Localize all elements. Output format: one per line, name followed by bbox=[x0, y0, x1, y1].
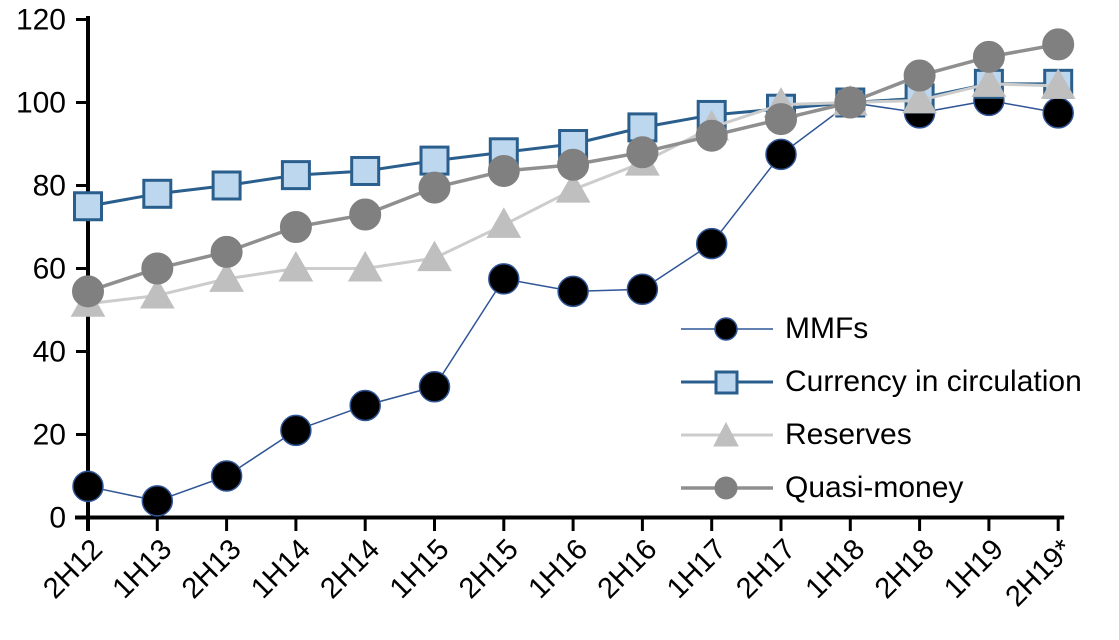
data-point bbox=[347, 250, 383, 282]
data-point bbox=[971, 66, 1007, 97]
x-tick-label: 2H16 bbox=[592, 533, 664, 605]
legend-label-mmfs: MMFs bbox=[785, 311, 869, 345]
x-tick-label: 1H15 bbox=[384, 533, 456, 605]
data-point bbox=[972, 40, 1005, 73]
legend-marker-glyph bbox=[681, 370, 773, 394]
data-point bbox=[557, 275, 589, 308]
data-point bbox=[834, 86, 867, 119]
x-tick-label: 2H15 bbox=[453, 533, 525, 605]
x-tick-label: 1H18 bbox=[800, 533, 872, 605]
x-tick-label: 1H14 bbox=[245, 533, 317, 605]
x-tick-label: 2H12 bbox=[37, 533, 109, 605]
currency-square-marker-icon bbox=[681, 364, 773, 400]
data-point bbox=[73, 191, 103, 222]
quasi-money-circle-marker-icon bbox=[681, 470, 773, 506]
data-point bbox=[902, 82, 937, 114]
legend-item-reserves: Reserves bbox=[681, 408, 1082, 461]
data-point bbox=[417, 240, 452, 272]
data-point bbox=[418, 371, 451, 403]
x-tick-label: 1H13 bbox=[107, 533, 179, 605]
legend-marker-glyph bbox=[681, 476, 773, 499]
legend-label-reserves: Reserves bbox=[785, 417, 912, 451]
data-point bbox=[350, 155, 381, 186]
x-tick-label: 2H17 bbox=[730, 533, 802, 605]
y-tick-label: 100 bbox=[16, 87, 66, 120]
data-point bbox=[695, 119, 728, 152]
data-point bbox=[765, 103, 797, 136]
data-point bbox=[903, 59, 936, 92]
data-point bbox=[626, 136, 659, 169]
data-point bbox=[210, 235, 243, 268]
data-point bbox=[142, 178, 173, 209]
x-tick-label: 1H16 bbox=[522, 533, 594, 605]
y-tick-label: 20 bbox=[33, 419, 66, 452]
data-point bbox=[695, 227, 728, 260]
legend-marker-glyph bbox=[681, 316, 773, 341]
data-point bbox=[72, 275, 104, 308]
y-tick-label: 0 bbox=[49, 502, 66, 535]
data-point bbox=[488, 263, 520, 295]
x-tick-label: 1H19 bbox=[938, 533, 1010, 605]
data-point bbox=[280, 414, 312, 447]
legend-item-currency: Currency in circulation bbox=[681, 355, 1082, 408]
x-tick-label: 2H18 bbox=[869, 533, 941, 605]
data-point bbox=[419, 145, 450, 176]
data-point bbox=[279, 211, 312, 243]
data-point bbox=[209, 261, 244, 292]
data-point bbox=[1040, 68, 1076, 99]
data-point bbox=[555, 172, 591, 203]
data-point bbox=[765, 138, 797, 171]
y-tick-label: 80 bbox=[33, 170, 66, 203]
legend: MMFs Currency in circulation Reserves Qu… bbox=[681, 302, 1082, 514]
data-point bbox=[418, 171, 451, 204]
data-point bbox=[487, 154, 520, 187]
data-point bbox=[278, 250, 314, 282]
data-point bbox=[72, 470, 104, 503]
data-point bbox=[141, 252, 174, 285]
x-tick-label: 1H17 bbox=[661, 533, 733, 605]
legend-label-currency: Currency in circulation bbox=[785, 364, 1082, 398]
data-point bbox=[1042, 97, 1074, 129]
data-point bbox=[349, 198, 382, 231]
data-point bbox=[141, 485, 174, 517]
data-point bbox=[349, 389, 381, 422]
data-point bbox=[557, 148, 590, 181]
data-point bbox=[626, 273, 659, 305]
legend-marker-glyph bbox=[681, 421, 773, 446]
y-tick-label: 60 bbox=[33, 253, 66, 286]
data-point bbox=[486, 207, 522, 238]
legend-label-quasi-money: Quasi-money bbox=[785, 470, 964, 504]
data-point bbox=[210, 460, 243, 492]
y-tick-label: 40 bbox=[33, 336, 66, 369]
data-point bbox=[280, 160, 311, 191]
x-tick-label: 2H19* bbox=[1000, 533, 1080, 613]
data-point bbox=[211, 170, 242, 201]
legend-item-mmfs: MMFs bbox=[681, 302, 1082, 355]
data-point bbox=[139, 277, 175, 309]
x-tick-label: 2H14 bbox=[314, 533, 386, 605]
reserves-triangle-marker-icon bbox=[681, 417, 773, 453]
y-tick-label: 120 bbox=[16, 4, 66, 37]
data-point bbox=[1042, 28, 1075, 61]
x-tick-label: 2H13 bbox=[176, 533, 248, 605]
legend-item-quasi-money: Quasi-money bbox=[681, 461, 1082, 514]
mmfs-circle-marker-icon bbox=[681, 311, 773, 347]
